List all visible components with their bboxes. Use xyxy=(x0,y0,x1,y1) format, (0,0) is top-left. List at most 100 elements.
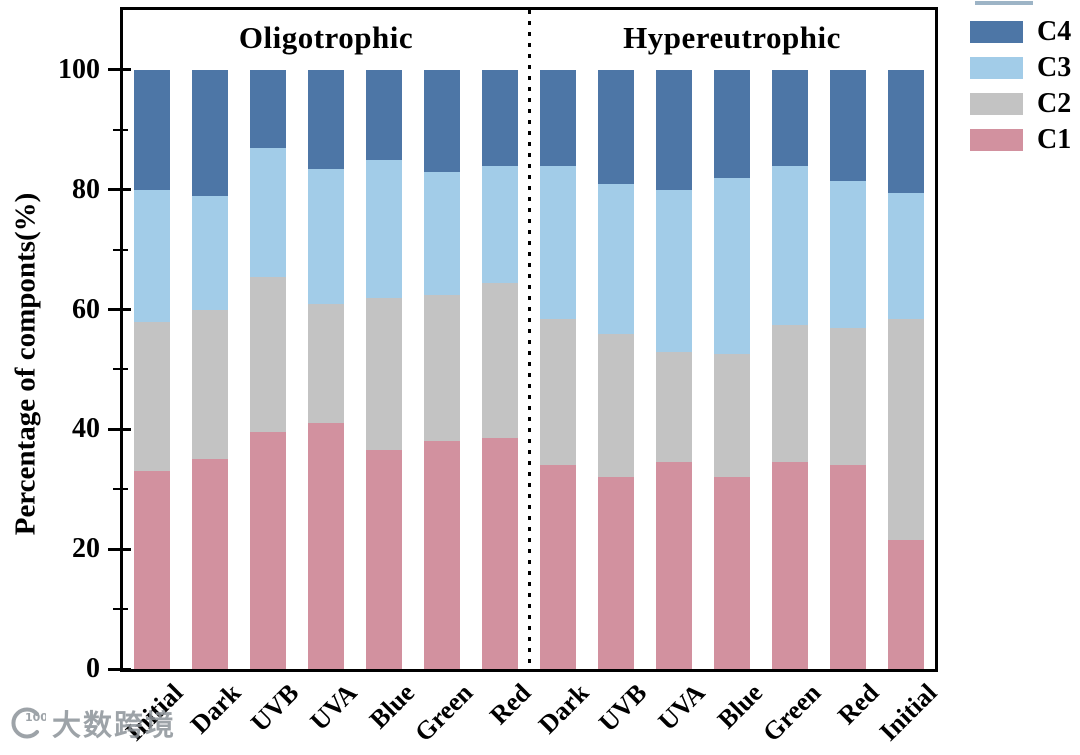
bar-segment-c3 xyxy=(598,183,634,334)
x-tick-label-uvb: UVB xyxy=(245,678,305,738)
bar-segment-c4 xyxy=(540,69,576,166)
y-minor-tick xyxy=(113,248,128,251)
bar-segment-c3 xyxy=(656,189,692,352)
bar-segment-c3 xyxy=(540,165,576,319)
bar-slot-green-11 xyxy=(761,10,819,669)
bar-segment-c2 xyxy=(308,303,344,424)
bar-segment-c4 xyxy=(134,69,170,190)
legend-label-c1: C1 xyxy=(1037,124,1072,155)
bar-segment-c3 xyxy=(424,171,460,295)
x-tick-label-uvb: UVB xyxy=(593,678,653,738)
x-tick-label-uva: UVA xyxy=(304,678,363,736)
x-tick-label-initial: Initial xyxy=(873,678,943,747)
bar-slot-red-6 xyxy=(471,10,529,669)
bar-segment-c1 xyxy=(482,438,518,669)
bar-segment-c1 xyxy=(772,462,808,669)
bar-segment-c2 xyxy=(192,309,228,460)
legend-item-c3: C3 xyxy=(970,50,1071,86)
bar-segment-c3 xyxy=(772,165,808,325)
bar-segment-c2 xyxy=(888,318,924,541)
bar-segment-c3 xyxy=(888,192,924,319)
bar-segment-c1 xyxy=(250,432,286,669)
bar-segment-c1 xyxy=(830,465,866,669)
y-tick-label: 100 xyxy=(58,53,100,85)
watermark-text: 大数跨境 xyxy=(52,708,177,742)
bar-segment-c4 xyxy=(714,69,750,178)
x-tick-label-green: Green xyxy=(409,678,479,748)
bar-segment-c3 xyxy=(250,147,286,277)
stacked-bar xyxy=(656,69,692,669)
x-tick-label-red: Red xyxy=(484,678,537,731)
bar-segment-c4 xyxy=(424,69,460,172)
bars-layer xyxy=(123,10,935,669)
bar-segment-c1 xyxy=(424,441,460,669)
bar-slot-red-12 xyxy=(819,10,877,669)
bar-segment-c4 xyxy=(830,69,866,181)
bar-segment-c2 xyxy=(366,297,402,451)
bar-slot-uva-3 xyxy=(297,10,355,669)
bar-slot-uvb-2 xyxy=(239,10,297,669)
stacked-bar xyxy=(366,69,402,669)
stacked-bar xyxy=(714,69,750,669)
bar-segment-c4 xyxy=(888,69,924,193)
legend-label-c3: C3 xyxy=(1037,52,1072,83)
bar-segment-c1 xyxy=(366,450,402,669)
bar-segment-c4 xyxy=(598,69,634,184)
bar-slot-uva-9 xyxy=(645,10,703,669)
bar-segment-c1 xyxy=(888,540,924,669)
bar-segment-c3 xyxy=(366,159,402,298)
stacked-bar xyxy=(830,69,866,669)
stacked-bar xyxy=(134,69,170,669)
stacked-bar xyxy=(888,69,924,669)
y-tick-label: 20 xyxy=(72,533,100,565)
bar-segment-c3 xyxy=(482,165,518,283)
bar-slot-green-5 xyxy=(413,10,471,669)
y-minor-tick xyxy=(113,128,128,131)
bar-segment-c1 xyxy=(308,423,344,669)
y-major-tick xyxy=(108,68,131,72)
y-minor-tick xyxy=(113,368,128,371)
svg-text:100: 100 xyxy=(25,711,46,724)
bar-segment-c2 xyxy=(830,327,866,466)
bar-segment-c1 xyxy=(134,471,170,669)
stacked-bar xyxy=(482,69,518,669)
legend-item-c2: C2 xyxy=(970,86,1071,122)
legend-swatch-c3 xyxy=(970,57,1023,79)
bar-segment-c3 xyxy=(830,180,866,328)
stacked-bar xyxy=(308,69,344,669)
bar-segment-c2 xyxy=(482,282,518,439)
bar-segment-c4 xyxy=(482,69,518,166)
bar-slot-initial-0 xyxy=(123,10,181,669)
bar-segment-c1 xyxy=(656,462,692,669)
x-tick-label-green: Green xyxy=(757,678,827,748)
stacked-bar xyxy=(772,69,808,669)
stacked-bar xyxy=(192,69,228,669)
stacked-bar xyxy=(424,69,460,669)
bar-segment-c3 xyxy=(308,168,344,304)
y-major-tick xyxy=(108,308,131,312)
y-minor-tick xyxy=(113,488,128,491)
bar-segment-c2 xyxy=(250,276,286,433)
bar-segment-c2 xyxy=(424,294,460,442)
bar-segment-c2 xyxy=(134,321,170,472)
bar-segment-c2 xyxy=(656,351,692,463)
bar-segment-c4 xyxy=(308,69,344,169)
x-tick-label-dark: Dark xyxy=(185,678,247,740)
y-tick-label: 80 xyxy=(72,173,100,205)
bar-segment-c4 xyxy=(250,69,286,148)
y-minor-tick xyxy=(113,608,128,611)
legend-cropped-swatch xyxy=(975,1,1033,5)
legend-item-c4: C4 xyxy=(970,14,1071,50)
stacked-bar xyxy=(250,69,286,669)
legend-item-c1: C1 xyxy=(970,122,1071,158)
bar-slot-dark-1 xyxy=(181,10,239,669)
legend-label-c2: C2 xyxy=(1037,88,1072,119)
legend: C4 C3 C2 C1 xyxy=(970,14,1071,158)
y-major-tick xyxy=(108,427,131,431)
watermark: 100 大数跨境 xyxy=(8,702,176,744)
bar-slot-uvb-8 xyxy=(587,10,645,669)
section-title-oligotrophic: Oligotrophic xyxy=(238,20,414,55)
section-separator-dotted-line xyxy=(527,10,531,669)
y-tick-label: 0 xyxy=(86,653,100,684)
